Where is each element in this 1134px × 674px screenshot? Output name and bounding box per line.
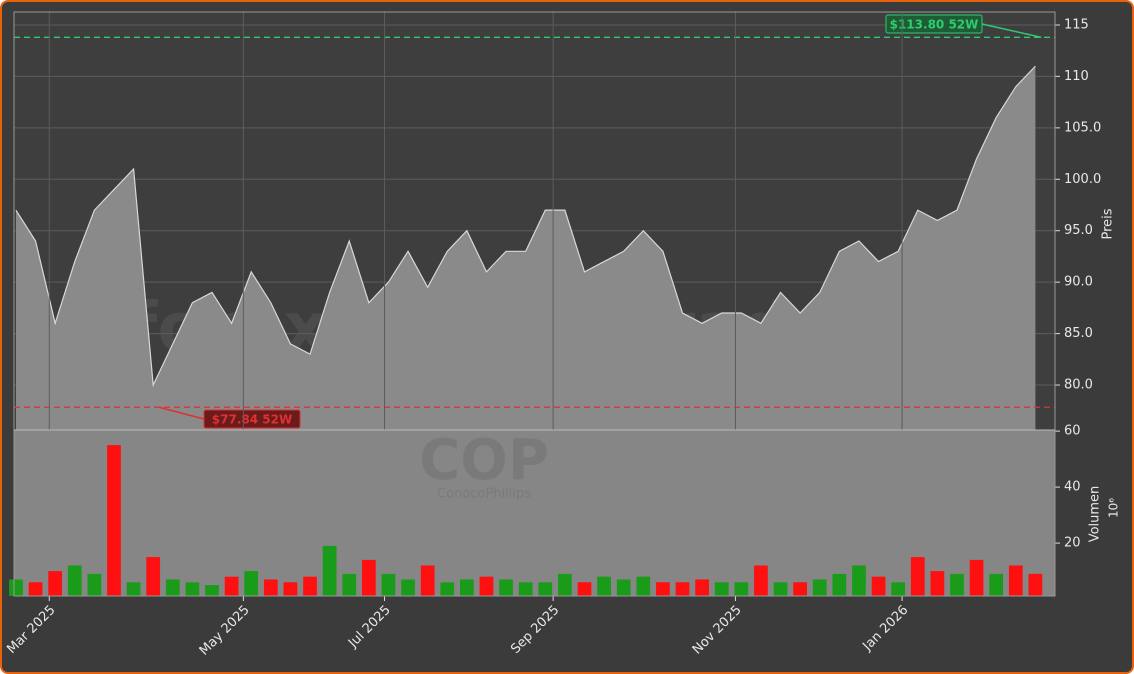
- volume-bar: [616, 579, 631, 596]
- volume-bar: [401, 579, 415, 596]
- volume-bar: [283, 582, 298, 596]
- volume-bar: [636, 576, 651, 596]
- volume-bar: [852, 565, 866, 596]
- volume-bar: [910, 557, 925, 596]
- x-tick-label: Mar 2025: [4, 603, 58, 657]
- annotation-arrow: [981, 23, 1042, 39]
- volume-bar: [361, 559, 376, 596]
- y-tick-label: 80.0: [1064, 378, 1093, 393]
- volume-bar: [303, 576, 317, 596]
- y-tick-label: 40: [1064, 480, 1081, 495]
- volume-bar: [773, 582, 788, 596]
- company: ConocoPhillips: [437, 487, 531, 502]
- price-axis-label: Preis: [1101, 208, 1116, 239]
- volume-bar: [930, 571, 945, 596]
- annotation-box: [203, 409, 301, 429]
- volume-bar: [597, 576, 611, 596]
- volume-bar: [28, 582, 43, 596]
- volume-bar: [381, 573, 396, 596]
- volume-axis-label: Volumen: [1088, 486, 1103, 543]
- volume-unit: 10⁶: [1107, 498, 1121, 518]
- x-tick-label: Jul 2025: [345, 603, 394, 652]
- volume-bar: [656, 582, 670, 596]
- annotation-label: $113.80 52W: [890, 18, 979, 32]
- volume-bar: [205, 585, 219, 596]
- volume-bar: [107, 445, 121, 596]
- volume-bar: [185, 582, 200, 596]
- volume-bar: [322, 545, 337, 596]
- volume-bar: [832, 573, 847, 596]
- volume-bar: [734, 582, 749, 596]
- plot-border: [13, 11, 1056, 597]
- volume-bar: [812, 579, 827, 596]
- y-tick-label: 105.0: [1064, 120, 1101, 135]
- area-fill: [15, 66, 1036, 431]
- x-tick-label: Sep 2025: [508, 603, 562, 657]
- volume-bar: [558, 573, 572, 596]
- volume-bar: [793, 582, 808, 596]
- volume-bar: [420, 565, 435, 596]
- volume-bar: [165, 579, 180, 596]
- volume-bar: [460, 579, 474, 596]
- volume-bar: [714, 582, 729, 596]
- volume-bar: [499, 579, 513, 596]
- volume-bar: [244, 571, 259, 596]
- y-tick-label: 110: [1064, 69, 1089, 84]
- price-line: [15, 65, 1036, 388]
- volume-bar: [224, 576, 239, 596]
- y-tick-label: 90.0: [1064, 275, 1093, 290]
- volume-bar: [989, 573, 1004, 596]
- volume-bar: [695, 579, 709, 596]
- annotation-arrow: [158, 406, 205, 420]
- y-tick-label: 115: [1064, 17, 1089, 32]
- volume-bar: [969, 559, 984, 596]
- volume-bar: [950, 573, 964, 596]
- volume-bar: [518, 582, 533, 596]
- volume-bar: [48, 571, 63, 596]
- volume-bar: [1028, 573, 1043, 596]
- x-tick-label: May 2025: [197, 603, 253, 659]
- y-tick-label: 100.0: [1064, 172, 1101, 187]
- volume-bar: [577, 582, 592, 596]
- volume-bar: [126, 582, 141, 596]
- volume-bar: [1008, 565, 1023, 596]
- volume-bar: [146, 557, 161, 596]
- volume-bar: [479, 576, 494, 596]
- y-tick-label: 85.0: [1064, 326, 1093, 341]
- volume-bar: [440, 582, 455, 596]
- annotation-box: [885, 14, 983, 34]
- volume-bar: [754, 565, 768, 596]
- volume-bar: [891, 582, 906, 596]
- volume-bar: [675, 582, 690, 596]
- volume-panel: [14, 430, 1055, 596]
- volume-bar: [871, 576, 886, 596]
- y-tick-label: 20: [1064, 536, 1081, 551]
- volume-bar: [87, 573, 102, 596]
- volume-bar: [538, 582, 553, 596]
- volume-bar: [67, 565, 82, 596]
- annotation-label: $77.84 52W: [212, 413, 292, 427]
- y-tick-label: 60: [1064, 424, 1081, 439]
- volume-bar: [342, 573, 357, 596]
- x-tick-label: Nov 2025: [690, 603, 745, 658]
- x-tick-label: Jan 2026: [860, 603, 912, 655]
- y-tick-label: 95.0: [1064, 223, 1093, 238]
- symbol: COP: [419, 428, 549, 493]
- volume-bar: [263, 579, 278, 596]
- volume-bar: [9, 579, 23, 596]
